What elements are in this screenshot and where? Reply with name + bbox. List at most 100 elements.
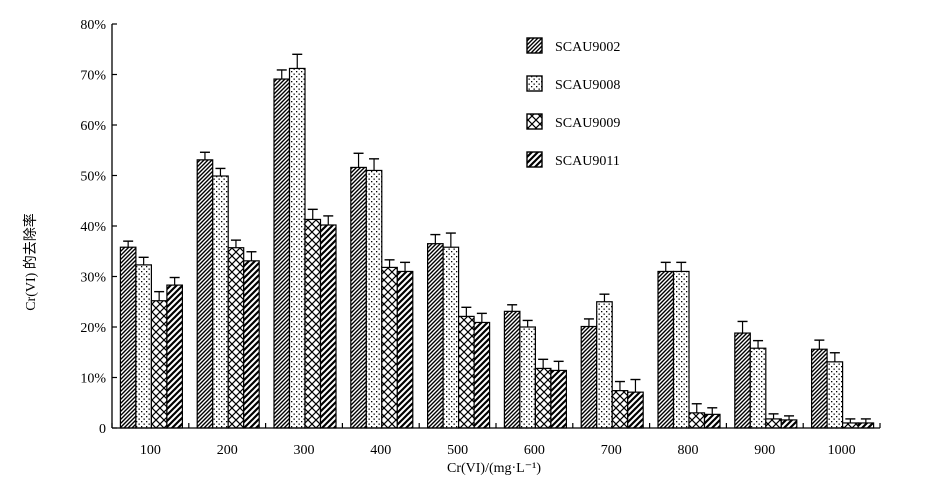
error-bar-scau9009-500 xyxy=(461,306,472,317)
error-bar-scau9008-500 xyxy=(445,232,456,248)
error-bar-scau9002-600 xyxy=(507,304,518,312)
x-tick-label-800: 800 xyxy=(678,443,699,458)
bar-scau9008-500 xyxy=(442,246,460,429)
bar-scau9009-600 xyxy=(534,367,552,429)
error-bar-scau9008-800 xyxy=(676,261,687,272)
error-bar-scau9011-700 xyxy=(630,378,641,393)
bar-scau9008-1000 xyxy=(826,361,844,429)
error-bar-scau9009-100 xyxy=(154,290,165,301)
bar-scau9002-700 xyxy=(580,325,598,429)
error-bar-scau9002-700 xyxy=(583,318,594,327)
y-tick-label-30: 30% xyxy=(80,271,106,286)
y-tick-labels: 0 10% 20% 30% 40% 50% 60% 70% 80% xyxy=(80,18,106,437)
bar-scau9008-700 xyxy=(596,301,613,429)
bar-scau9011-700 xyxy=(627,391,644,429)
y-tick-label-60: 60% xyxy=(80,119,106,134)
x-tick-label-400: 400 xyxy=(370,443,391,458)
error-bar-scau9008-700 xyxy=(599,293,610,302)
y-tick-label-70: 70% xyxy=(80,69,106,84)
bar-scau9009-300 xyxy=(304,218,322,429)
bar-scau9011-500 xyxy=(473,321,491,429)
error-bar-scau9002-500 xyxy=(430,233,441,244)
error-bar-scau9008-1000 xyxy=(829,352,840,362)
error-bar-scau9008-900 xyxy=(753,339,764,349)
bar-scau9002-800 xyxy=(657,270,675,429)
x-tick-label-700: 700 xyxy=(601,443,622,458)
error-bar-scau9008-200 xyxy=(215,167,226,177)
error-bar-scau9002-300 xyxy=(276,69,287,80)
bar-scau9002-200 xyxy=(196,159,214,429)
bar-scau9009-100 xyxy=(150,300,168,429)
x-tick-label-300: 300 xyxy=(294,443,315,458)
error-bar-scau9009-300 xyxy=(307,208,318,220)
error-bar-scau9002-900 xyxy=(737,320,748,334)
error-bar-scau9011-600 xyxy=(553,360,564,371)
error-bar-scau9011-800 xyxy=(707,407,718,415)
error-bar-scau9002-200 xyxy=(199,151,210,160)
bar-scau9009-1000 xyxy=(841,422,859,429)
error-bar-scau9011-400 xyxy=(400,261,411,272)
bar-scau9008-100 xyxy=(135,264,152,429)
bar-scau9011-900 xyxy=(780,419,798,429)
legend-label: SCAU9011 xyxy=(555,154,620,169)
error-bar-scau9011-1000 xyxy=(860,418,871,423)
y-tick-label-50: 50% xyxy=(80,170,106,185)
bar-scau9011-600 xyxy=(550,369,568,429)
bar-scau9008-600 xyxy=(519,326,537,429)
y-axis-title: Cr(VI) 的去除率 xyxy=(22,213,39,311)
error-bar-scau9008-300 xyxy=(292,53,303,69)
error-bar-scau9009-800 xyxy=(691,403,702,413)
error-bar-scau9008-400 xyxy=(369,158,380,171)
error-bar-scau9011-500 xyxy=(476,312,487,323)
legend-swatch xyxy=(526,37,543,54)
x-tick-label-100: 100 xyxy=(140,443,161,458)
y-tick-label-0: 0 xyxy=(99,422,106,437)
error-bar-scau9011-200 xyxy=(246,251,257,261)
bar-scau9002-1000 xyxy=(810,348,828,429)
error-bar-scau9009-400 xyxy=(384,259,395,268)
x-tick-label-500: 500 xyxy=(447,443,468,458)
bar-scau9009-900 xyxy=(765,418,782,429)
bar-scau9008-300 xyxy=(288,67,306,429)
x-tick-labels: 100 200 300 400 500 600 700 800 900 1000 xyxy=(140,443,856,458)
bar-scau9009-200 xyxy=(227,247,245,429)
bar-scau9009-400 xyxy=(381,266,398,429)
x-tick-label-1000: 1000 xyxy=(828,443,856,458)
y-tick-label-80: 80% xyxy=(80,18,106,33)
error-bar-scau9008-600 xyxy=(522,319,533,327)
bar-scau9008-800 xyxy=(672,270,690,429)
bar-scau9009-700 xyxy=(611,390,629,429)
bar-scau9011-300 xyxy=(319,224,337,429)
error-bar-scau9011-300 xyxy=(323,215,334,225)
bar-scau9002-500 xyxy=(427,243,444,429)
bar-scau9009-800 xyxy=(688,412,706,429)
error-bar-scau9002-1000 xyxy=(814,339,825,350)
bars xyxy=(119,53,875,429)
bar-scau9011-1000 xyxy=(857,422,875,429)
bar-scau9002-900 xyxy=(734,332,751,429)
bar-scau9002-300 xyxy=(273,78,291,429)
legend-label: SCAU9009 xyxy=(555,116,620,131)
x-tick-label-900: 900 xyxy=(754,443,775,458)
bar-scau9008-900 xyxy=(749,347,767,429)
y-tick-label-40: 40% xyxy=(80,220,106,235)
error-bar-scau9009-200 xyxy=(230,239,241,248)
axes xyxy=(111,23,881,429)
bar-scau9009-500 xyxy=(458,315,475,429)
bar-scau9011-200 xyxy=(243,260,260,429)
bar-scau9002-100 xyxy=(119,246,137,429)
legend-swatch xyxy=(526,113,543,130)
bar-scau9008-400 xyxy=(365,169,383,429)
legend-item-scau9008: SCAU9008 xyxy=(526,75,620,93)
legend-item-scau9011: SCAU9011 xyxy=(526,151,620,169)
error-bar-scau9009-600 xyxy=(538,358,549,369)
bar-scau9002-600 xyxy=(503,310,521,429)
bar-scau9011-800 xyxy=(703,413,721,429)
legend-label: SCAU9008 xyxy=(555,78,620,93)
y-tick-label-20: 20% xyxy=(80,321,106,336)
bar-scau9002-400 xyxy=(350,166,367,429)
legend-swatch xyxy=(526,151,543,168)
error-bar-scau9002-100 xyxy=(123,240,134,248)
x-tick-label-600: 600 xyxy=(524,443,545,458)
